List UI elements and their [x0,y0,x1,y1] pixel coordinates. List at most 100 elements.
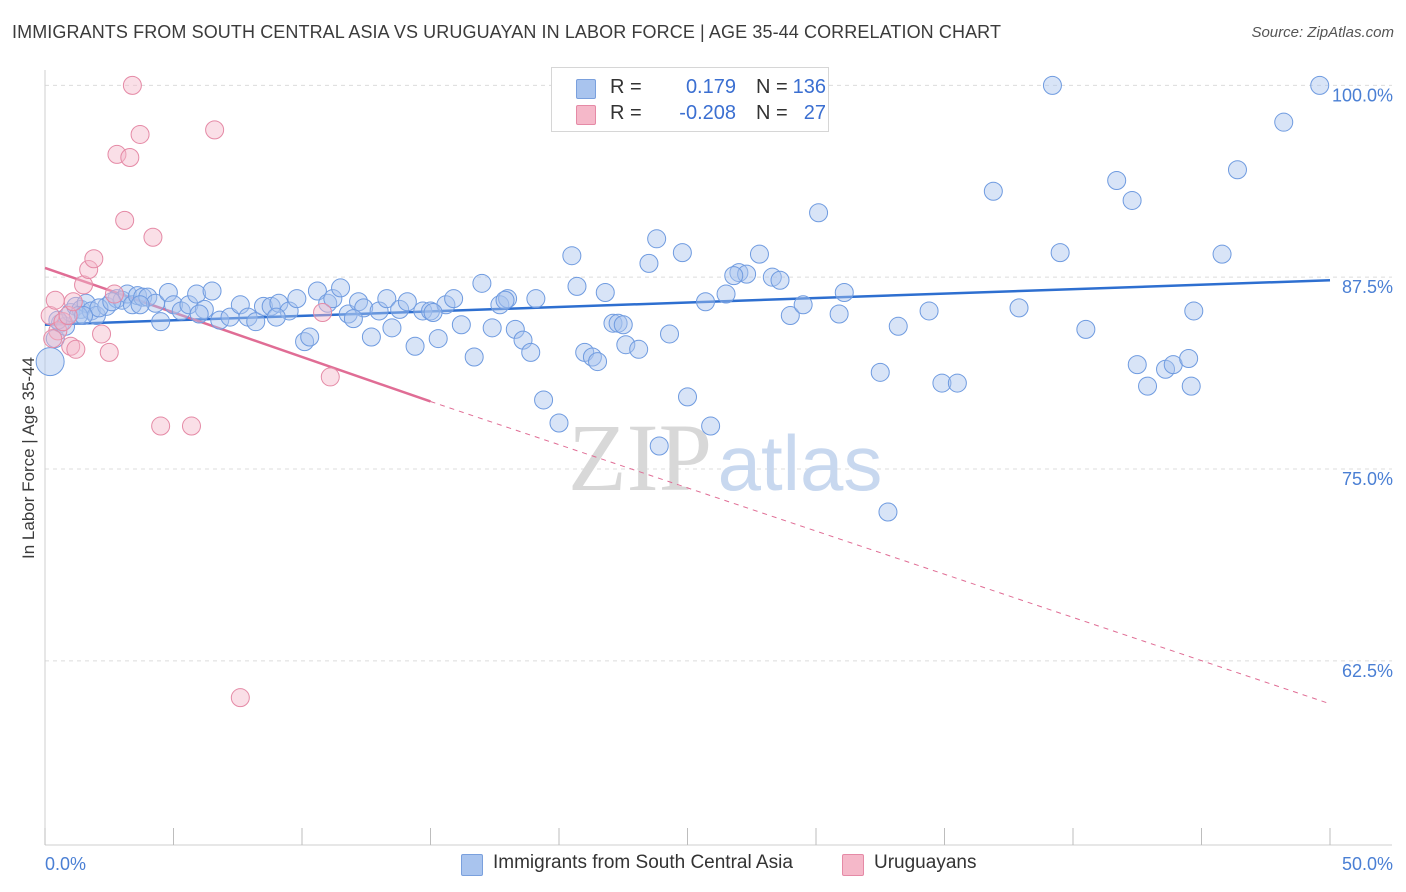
series-legend: Immigrants from South Central Asia Urugu… [0,852,1406,878]
point-uruguayans [181,416,201,436]
point-immigrants [701,416,721,436]
point-uruguayans [151,416,171,436]
point-immigrants [695,292,715,312]
point-immigrants [390,299,410,319]
point-immigrants [397,292,417,312]
point-immigrants [526,289,546,309]
source-label: Source: ZipAtlas.com [1251,24,1394,41]
legend-n-value: 27 [803,102,826,124]
point-immigrants [323,289,343,309]
point-immigrants [534,390,554,410]
point-uruguayans [122,75,142,95]
point-immigrants [482,318,502,338]
point-immigrants [261,296,281,316]
point-immigrants [716,284,736,304]
point-immigrants [649,436,669,456]
point-immigrants [513,330,533,350]
point-uruguayans [205,120,225,140]
point-immigrants [35,347,65,377]
point-immigrants [613,315,633,335]
point-uruguayans [104,284,124,304]
gridlines [45,84,1392,662]
point-immigrants [74,306,94,326]
point-immigrants [829,304,849,324]
point-immigrants [647,229,667,249]
point-immigrants [266,307,286,327]
point-uruguayans [230,688,250,708]
point-immigrants [762,267,782,287]
point-immigrants [780,306,800,326]
point-immigrants [521,342,541,362]
legend-label-uruguayans: Uruguayans [874,852,977,873]
point-immigrants [307,281,327,301]
point-uruguayans [84,249,104,269]
point-immigrants [983,181,1003,201]
point-uruguayans [313,302,333,322]
point-immigrants [947,373,967,393]
point-immigrants [567,276,587,296]
point-immigrants [1179,349,1199,369]
y-tick-labels: 62.5% 75.0% 87.5% 100.0% [1332,85,1393,680]
point-uruguayans [130,124,150,144]
y-tick-label: 100.0% [1332,85,1393,105]
point-immigrants [122,295,142,315]
correlation-legend: R = 0.179 N = 136 R = -0.208 N = 27 [551,67,829,132]
point-immigrants [246,312,266,332]
point-immigrants [678,387,697,407]
point-immigrants [770,270,790,290]
point-immigrants [102,292,122,312]
trend-lines [44,266,1331,705]
point-uruguayans [120,147,140,167]
point-immigrants [202,281,222,301]
point-immigrants [878,502,898,522]
point-immigrants [1227,160,1247,180]
point-immigrants [932,373,952,393]
point-immigrants [1107,170,1127,190]
point-immigrants [1122,190,1142,210]
point-immigrants [164,295,183,315]
chart-title: IMMIGRANTS FROM SOUTH CENTRAL ASIA VS UR… [12,22,1002,42]
point-immigrants [189,304,209,324]
point-immigrants [1181,376,1201,396]
point-immigrants [130,295,150,315]
point-uruguayans [320,367,340,387]
point-immigrants [138,287,158,307]
point-immigrants [1076,319,1096,339]
point-uruguayans [74,275,94,295]
point-immigrants [588,352,608,372]
legend-r-label: R = [610,76,642,98]
point-immigrants [230,295,250,315]
point-uruguayans [99,342,119,362]
point-immigrants [505,319,525,339]
point-uruguayans [79,260,99,280]
point-immigrants [1042,75,1062,95]
legend-n-label: N = [756,76,788,98]
axes [44,70,1392,846]
point-immigrants [870,362,890,382]
point-uruguayans [66,339,86,359]
legend-r-value: 0.179 [685,76,736,98]
point-immigrants [1310,75,1330,95]
y-tick-label: 62.5% [1342,661,1393,681]
legend-r-label: R = [610,102,642,124]
point-immigrants [428,329,448,349]
point-immigrants [158,283,178,303]
point-immigrants [451,315,471,335]
trend-line-immigrants [44,278,1331,327]
point-immigrants [595,283,615,303]
point-uruguayans [43,329,63,349]
x-tick-label: 50.0% [1342,854,1393,874]
y-tick-label: 87.5% [1342,277,1393,297]
legend-swatch-blue [576,79,596,99]
point-immigrants [300,327,320,347]
point-immigrants [287,289,307,309]
point-immigrants [472,273,492,293]
point-immigrants [549,413,569,433]
y-tick-label: 75.0% [1342,469,1393,489]
point-immigrants [834,283,854,303]
legend-r-value: -0.208 [679,102,736,124]
point-uruguayans [115,210,135,230]
legend-swatch-pink [842,854,864,876]
point-immigrants [405,336,425,356]
point-immigrants [89,298,109,318]
